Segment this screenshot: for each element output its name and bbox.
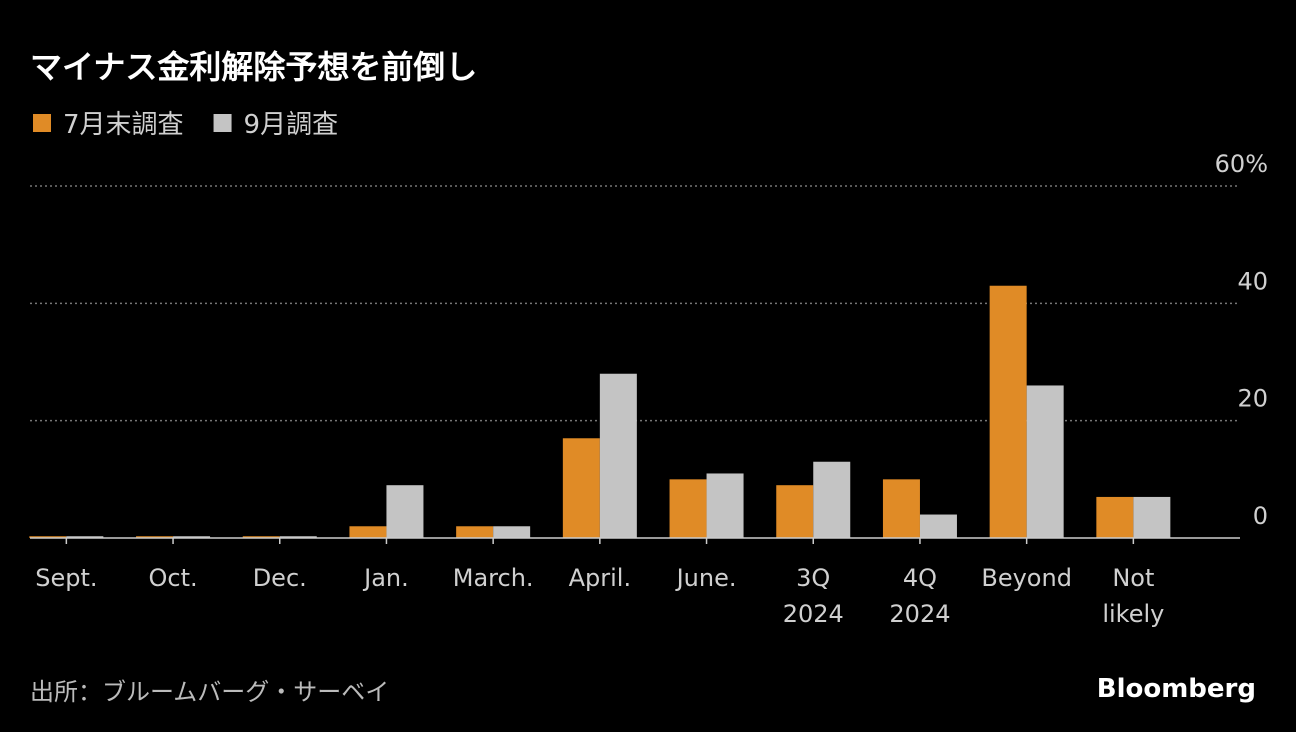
bar (66, 536, 104, 538)
bar (456, 526, 494, 538)
bar (1096, 496, 1134, 538)
bar (242, 536, 280, 538)
legend-swatch (213, 114, 232, 132)
bar (173, 536, 211, 538)
x-tick-label: Beyond (981, 564, 1072, 592)
bar (136, 536, 174, 538)
bar (776, 485, 814, 538)
x-tick-label: Jan. (362, 564, 409, 592)
legend-label: 7月末調査 (63, 110, 184, 140)
y-tick-label: 20 (1237, 385, 1268, 413)
y-tick-label: 0 (1253, 502, 1268, 530)
bar (706, 473, 744, 538)
x-tick-label: March. (453, 564, 534, 592)
bar (989, 285, 1027, 538)
chart-title: マイナス金利解除予想を前倒し (30, 48, 477, 86)
bar (1133, 496, 1171, 538)
bar (919, 514, 957, 538)
bar (1026, 385, 1064, 538)
y-tick-label: 60% (1215, 150, 1268, 178)
bar (599, 373, 637, 538)
x-tick-label: 3Q 2024 (783, 564, 844, 628)
legend-label: 9月調査 (244, 110, 339, 140)
bar (386, 485, 424, 538)
x-tick-label: 4Q 2024 (889, 564, 950, 628)
y-tick-label: 40 (1237, 267, 1268, 295)
bar (562, 438, 600, 538)
bar (29, 536, 67, 538)
bar (349, 526, 387, 538)
x-tick-label: Oct. (148, 564, 197, 592)
x-tick-label: June. (675, 564, 737, 592)
bar (669, 479, 707, 538)
bar (813, 461, 851, 538)
bar (279, 536, 317, 538)
source: 出所：ブルームバーグ・サーベイ (30, 678, 389, 706)
x-tick-label: April. (569, 564, 631, 592)
bar (882, 479, 920, 538)
x-tick-label: Sept. (35, 564, 97, 592)
x-tick-label: Dec. (253, 564, 307, 592)
legend-swatch (33, 114, 51, 132)
brand-logo: Bloomberg (1097, 674, 1256, 704)
bar (493, 526, 531, 538)
x-tick-label: Not likely (1102, 564, 1164, 628)
